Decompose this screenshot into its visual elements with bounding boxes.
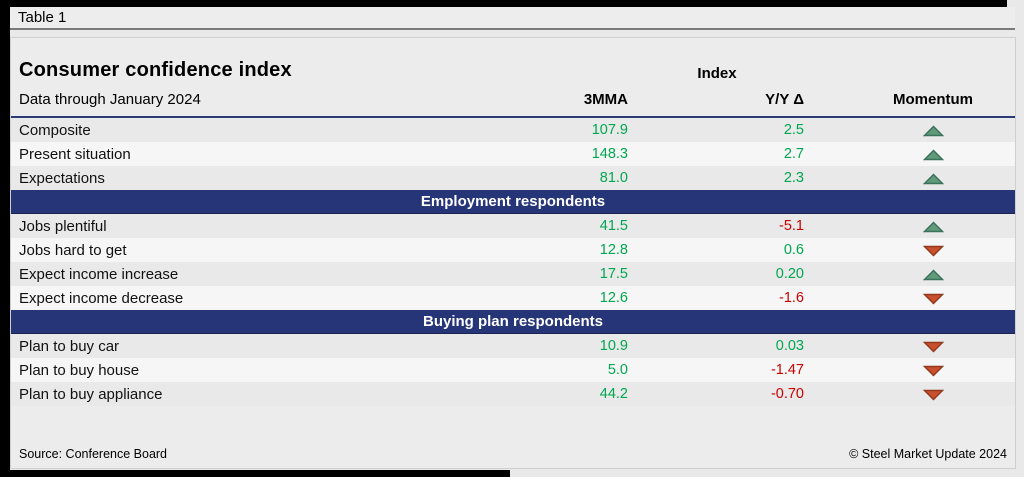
momentum-cell: [806, 170, 1015, 187]
down-triangle-icon: [922, 389, 944, 401]
table-row: Plan to buy car 10.9 0.03: [11, 334, 1015, 358]
table-footer: Source: Conference Board © Steel Market …: [19, 447, 1007, 461]
table-row: Expect income decrease 12.6 -1.6: [11, 286, 1015, 310]
row-label: Jobs hard to get: [19, 241, 127, 259]
mma-value: 10.9: [599, 338, 628, 354]
yoy-value: 0.6: [783, 242, 804, 258]
down-triangle-icon: [922, 245, 944, 257]
table-label-strip: Table 1: [10, 7, 1015, 30]
row-label: Expect income decrease: [19, 289, 184, 307]
section-band: Employment respondents: [11, 190, 1015, 214]
column-header-momentum: Momentum: [893, 90, 973, 108]
window-frame-top: [0, 0, 1007, 7]
momentum-cell: [806, 362, 1015, 379]
mma-value: 81.0: [599, 170, 628, 186]
row-label: Plan to buy house: [19, 361, 140, 379]
window-frame-bottom: [0, 470, 510, 477]
yoy-value: 2.7: [783, 146, 804, 162]
up-triangle-icon: [922, 172, 944, 185]
yoy-value: 2.3: [783, 170, 804, 186]
momentum-cell: [806, 266, 1015, 283]
mma-value: 17.5: [599, 266, 628, 282]
table-number-label: Table 1: [18, 9, 67, 26]
down-triangle-icon: [922, 365, 944, 377]
down-triangle-icon: [922, 341, 944, 353]
momentum-cell: [806, 146, 1015, 163]
yoy-value: -1.47: [770, 362, 804, 378]
table-row: Present situation 148.3 2.7: [11, 142, 1015, 166]
row-label: Plan to buy car: [19, 337, 120, 355]
column-header-yoy: Y/Y Δ: [765, 90, 804, 108]
momentum-cell: [806, 290, 1015, 307]
row-label: Expect income increase: [19, 265, 179, 283]
momentum-cell: [806, 242, 1015, 259]
source-note: Source: Conference Board: [19, 447, 168, 461]
table-row: Expectations 81.0 2.3: [11, 166, 1015, 190]
yoy-value: -0.70: [770, 386, 804, 402]
yoy-value: 2.5: [783, 122, 804, 138]
table-row: Expect income increase 17.5 0.20: [11, 262, 1015, 286]
yoy-value: 0.20: [775, 266, 804, 282]
table-row: Plan to buy house 5.0 -1.47: [11, 358, 1015, 382]
column-header-row: Data through January 2024 3MMA Y/Y Δ Mom…: [11, 82, 1015, 118]
mma-value: 148.3: [591, 146, 628, 162]
mma-value: 12.6: [599, 290, 628, 306]
row-label: Expectations: [19, 169, 105, 187]
table-body: Composite 107.9 2.5 Present situation 148.3 2…: [11, 118, 1015, 406]
window-frame-left: [0, 0, 10, 477]
up-triangle-icon: [922, 148, 944, 161]
yoy-value: -5.1: [779, 218, 804, 234]
data-through-subtitle: Data through January 2024: [19, 90, 201, 108]
yoy-value: -1.6: [779, 290, 804, 306]
mma-value: 5.0: [607, 362, 628, 378]
momentum-cell: [806, 218, 1015, 235]
yoy-value: 0.03: [775, 338, 804, 354]
table-row: Jobs plentiful 41.5 -5.1: [11, 214, 1015, 238]
row-label: Plan to buy appliance: [19, 385, 163, 403]
row-label: Present situation: [19, 145, 131, 163]
title-row: Consumer confidence index Index: [11, 38, 1015, 82]
up-triangle-icon: [922, 124, 944, 137]
table-row: Plan to buy appliance 44.2 -0.70: [11, 382, 1015, 406]
consumer-confidence-table: Consumer confidence index Index Data thr…: [10, 37, 1016, 469]
mma-value: 107.9: [591, 122, 628, 138]
mma-value: 12.8: [599, 242, 628, 258]
down-triangle-icon: [922, 293, 944, 305]
section-band: Buying plan respondents: [11, 310, 1015, 334]
column-header-3mma: 3MMA: [583, 90, 628, 108]
table-row: Composite 107.9 2.5: [11, 118, 1015, 142]
copyright-note: © Steel Market Update 2024: [849, 447, 1007, 461]
momentum-cell: [806, 338, 1015, 355]
momentum-cell: [806, 386, 1015, 403]
table-row: Jobs hard to get 12.8 0.6: [11, 238, 1015, 262]
row-label: Composite: [19, 121, 91, 139]
up-triangle-icon: [922, 268, 944, 281]
momentum-cell: [806, 122, 1015, 139]
page-title: Consumer confidence index: [19, 59, 292, 81]
row-label: Jobs plentiful: [19, 217, 107, 235]
up-triangle-icon: [922, 220, 944, 233]
mma-value: 44.2: [599, 386, 628, 402]
mma-value: 41.5: [599, 218, 628, 234]
index-group-header: Index: [697, 65, 737, 82]
